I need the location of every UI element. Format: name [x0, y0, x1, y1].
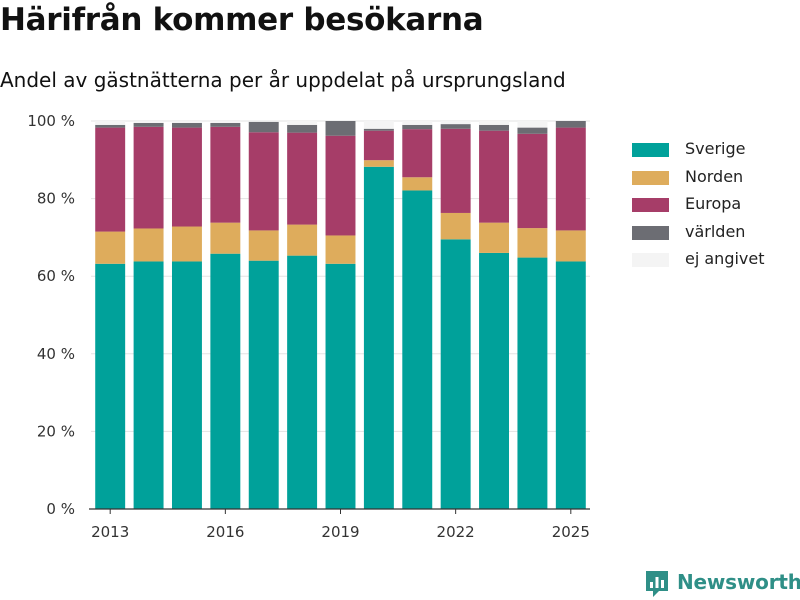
bar-segment: [555, 121, 586, 128]
bar-segment: [363, 166, 394, 509]
legend-swatch: [632, 143, 669, 157]
bar-segment: [555, 230, 586, 262]
bar-segment: [248, 121, 279, 133]
bar-segment: [440, 124, 471, 129]
x-tick-label: 2022: [437, 523, 475, 541]
bar-segment: [440, 121, 471, 125]
bar-segment: [440, 128, 471, 213]
bar-segment: [287, 124, 318, 133]
bar-segment: [517, 257, 548, 509]
bar-segment: [133, 126, 164, 229]
bar-segment: [133, 121, 164, 123]
bar-segment: [479, 121, 510, 125]
bar-segment: [517, 228, 548, 258]
chart-subtitle: Andel av gästnätterna per år uppdelat på…: [0, 68, 566, 92]
axes: 0 % 20 % 40 % 60 % 80 % 100 % 2013 2016 2019 2022…: [27, 112, 590, 541]
bar-segment: [248, 121, 279, 122]
bar-segment: [402, 124, 433, 130]
legend-label: Sverige: [685, 139, 746, 158]
bar-segment: [402, 190, 433, 509]
bar-segment: [133, 122, 164, 127]
bar-segment: [325, 263, 356, 509]
bar-segment: [325, 235, 356, 264]
bar-segment: [248, 230, 279, 261]
bar-segment: [287, 224, 318, 256]
bar-segment: [210, 122, 241, 127]
legend-swatch: [632, 170, 669, 185]
bar-segment: [95, 124, 126, 128]
y-tick-label: 100 %: [27, 112, 75, 130]
y-tick-label: 0 %: [46, 500, 75, 518]
bar-segment: [440, 212, 471, 240]
bar-segment: [287, 132, 318, 225]
bar-segment: [325, 135, 356, 236]
bar-segment: [171, 226, 202, 262]
bar-segment: [171, 261, 202, 509]
legend-swatch: [632, 225, 669, 240]
y-tick-label: 60 %: [37, 267, 75, 285]
bar-segment: [325, 121, 356, 136]
bar-segment: [479, 130, 510, 223]
bar-segment: [479, 124, 510, 131]
bars: [95, 121, 586, 510]
legend-label: Norden: [685, 166, 744, 186]
chart-title: Härifrån kommer besökarna: [0, 2, 484, 38]
bar-segment: [248, 132, 279, 231]
bar-segment: [171, 122, 202, 128]
bar-segment: [440, 239, 471, 509]
legend-swatch: [632, 253, 669, 267]
bar-segment: [479, 252, 510, 510]
legend-label: Europa: [685, 194, 742, 213]
bar-segment: [517, 133, 548, 229]
bar-segment: [363, 160, 394, 167]
bar-segment: [517, 127, 548, 134]
newsworthy-logo-icon: [646, 571, 668, 597]
x-tick-label: 2016: [206, 523, 244, 541]
bar-segment: [402, 177, 433, 191]
bar-segment: [402, 129, 433, 178]
bar-segment: [248, 260, 279, 509]
bar-segment: [479, 222, 510, 253]
bar-segment: [363, 130, 394, 161]
x-tick-label: 2019: [321, 523, 359, 541]
x-tick-label: 2013: [91, 523, 129, 541]
bar-segment: [287, 121, 318, 125]
bar-segment: [133, 261, 164, 509]
bar-segment: [95, 127, 126, 232]
bar-segment: [171, 127, 202, 227]
bar-segment: [402, 121, 433, 125]
bar-segment: [517, 121, 548, 128]
legend-label: ej angivet: [685, 249, 765, 268]
x-tick-label: 2025: [552, 523, 590, 541]
bar-segment: [555, 127, 586, 231]
bar-segment: [95, 121, 126, 125]
bar-segment: [95, 231, 126, 264]
y-tick-label: 80 %: [37, 190, 75, 208]
y-tick-label: 40 %: [37, 345, 75, 363]
bar-segment: [287, 255, 318, 509]
bar-segment: [210, 253, 241, 509]
bar-segment: [210, 222, 241, 254]
bar-segment: [210, 121, 241, 123]
y-tick-label: 20 %: [37, 422, 75, 440]
bar-segment: [363, 128, 394, 131]
bar-segment: [133, 228, 164, 262]
bar-segment: [363, 121, 394, 129]
bar-segment: [95, 263, 126, 509]
legend-label: världen: [685, 221, 746, 241]
brand-name: Newsworthy: [677, 570, 800, 594]
bar-segment: [210, 126, 241, 223]
legend-swatch: [632, 198, 669, 212]
bar-segment: [555, 261, 586, 509]
bar-segment: [171, 121, 202, 123]
